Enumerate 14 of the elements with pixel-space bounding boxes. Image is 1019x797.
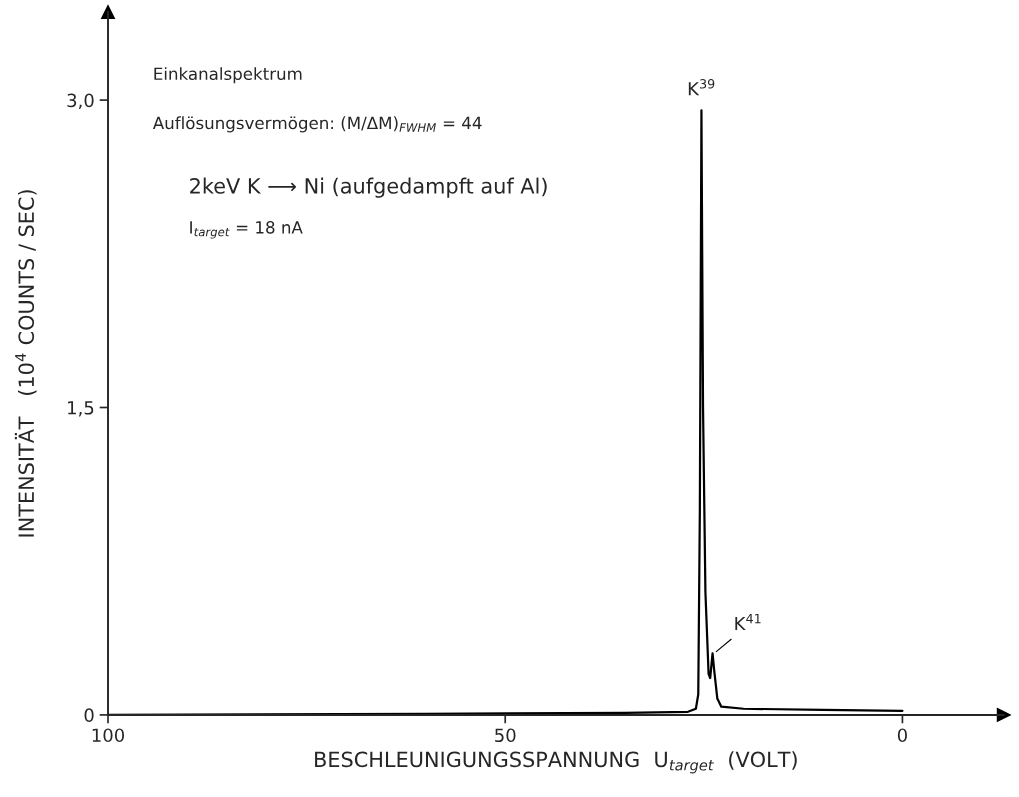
annotation: 2keV K ⟶ Ni (aufgedampft auf Al) xyxy=(190,177,547,198)
y-tick-label: 3,0 xyxy=(67,93,94,110)
x-axis-title: BESCHLEUNIGUNGSSPANNUNG U$_{target}$ (VOLT) xyxy=(315,751,797,774)
x-tick-label: 100 xyxy=(92,728,125,743)
annotation: K$^{41}$ xyxy=(735,613,761,631)
x-tick-label: 0 xyxy=(897,728,907,743)
x-tick-label: 50 xyxy=(495,728,516,743)
y-axis-title: INTENSITÄT (10$^{4}$ COUNTS / SEC) xyxy=(14,190,37,537)
y-tick-label: 1,5 xyxy=(68,401,94,417)
annotation: Auflösungsvermögen: (M/ΔM)$_{FWHM}$ = 44 xyxy=(152,116,482,133)
y-tick-label: 0 xyxy=(84,708,94,723)
annotation: I$_{target}$ = 18 nA xyxy=(190,221,303,239)
annotation: K$^{39}$ xyxy=(688,79,715,96)
annotation: Einkanalspektrum xyxy=(154,67,302,84)
